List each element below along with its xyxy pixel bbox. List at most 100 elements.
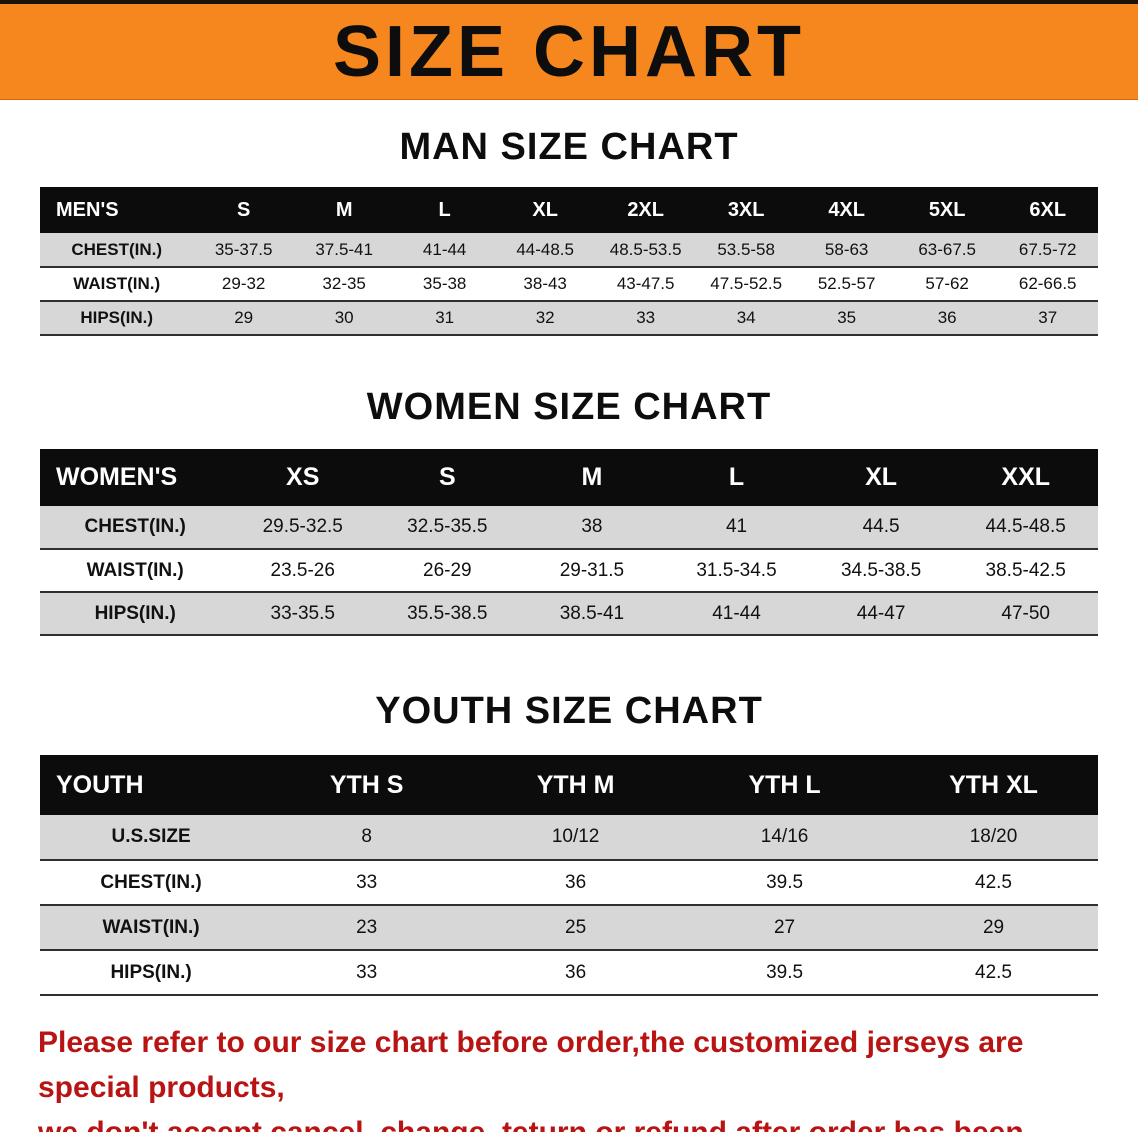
measurement-label: CHEST(IN.) [100, 871, 202, 893]
size-value-cell: 23.5-26 [270, 559, 335, 581]
size-value-cell: 29-31.5 [559, 559, 625, 581]
size-value-cell: 47.5-52.5 [710, 274, 783, 293]
size-value-cell: 30 [334, 308, 354, 327]
size-value-cell: 33-35.5 [270, 602, 335, 624]
men-size-header-xl: XL [494, 187, 596, 233]
youth-size-header-yth-xl: YTH XL [889, 755, 1098, 815]
size-value-cell: 42.5 [975, 871, 1012, 893]
size-value-cell: 34 [736, 308, 756, 327]
measurement-label: CHEST(IN.) [84, 516, 186, 537]
size-value-cell: 29.5-32.5 [262, 516, 343, 537]
men-header-row: MEN'S S M L XL 2XL 3XL 4XL 5XL 6XL [40, 187, 1098, 233]
size-value-cell: 43-47.5 [616, 274, 675, 293]
men-row-waist-in: WAIST(IN.) 29-32 32-35 35-38 38-43 43-47.5 47.… [40, 267, 1098, 301]
measurement-label: WAIST(IN.) [73, 274, 161, 293]
men-size-header-5xl: 5XL [896, 187, 998, 233]
size-value-cell: 44.5-48.5 [985, 516, 1066, 537]
disclaimer-line-1: Please refer to our size chart before or… [38, 1026, 1024, 1104]
size-value-cell: 42.5 [975, 961, 1012, 983]
size-value-cell: 33 [636, 308, 656, 327]
youth-header-row: YOUTH YTH S YTH M YTH L YTH XL [40, 755, 1098, 815]
size-value-cell: 63-67.5 [918, 239, 976, 259]
youth-row-chest-in: CHEST(IN.) 33 36 39.5 42.5 [40, 860, 1098, 905]
women-row-chest-in: CHEST(IN.) 29.5-32.5 32.5-35.5 38 41 44.5 44.5… [40, 506, 1098, 549]
size-value-cell: 25 [565, 916, 587, 938]
youth-section-heading: YOUTH SIZE CHART [375, 690, 763, 732]
size-value-cell: 35-37.5 [214, 239, 273, 259]
size-value-cell: 18/20 [969, 826, 1018, 847]
size-value-cell: 67.5-72 [1018, 239, 1077, 259]
size-value-cell: 38-43 [523, 274, 567, 293]
size-value-cell: 53.5-58 [717, 239, 775, 259]
size-value-cell: 35.5-38.5 [407, 602, 488, 624]
size-value-cell: 36 [565, 871, 587, 893]
women-size-table: WOMEN'S XS S M L XL XXL CHEST(IN.) 29.5-32.5 32.5… [40, 449, 1098, 636]
size-value-cell: 32 [535, 308, 555, 327]
youth-size-table: YOUTH YTH S YTH M YTH L YTH XL U.S.SIZE 8 10/12… [40, 755, 1098, 996]
size-value-cell: 26-29 [423, 559, 472, 581]
banner-title: SIZE CHART [333, 11, 805, 92]
measurement-label: HIPS(IN.) [94, 602, 176, 624]
women-size-section: WOMEN SIZE CHART WOMEN'S XS S M L XL XXL CHEST(I… [0, 386, 1138, 636]
men-row-hips-in: HIPS(IN.) 29 30 31 32 33 34 35 36 37 [40, 301, 1098, 335]
youth-size-header-yth-l: YTH L [680, 755, 890, 815]
men-section-heading: MAN SIZE CHART [399, 126, 739, 168]
men-group-label: MEN'S [40, 187, 194, 233]
measurement-label: WAIST(IN.) [86, 559, 184, 581]
men-size-header-m: M [293, 187, 395, 233]
women-size-header-l: L [664, 449, 809, 506]
men-size-section: MAN SIZE CHART MEN'S S M L XL 2XL 3XL 4XL 5XL 6XL C… [0, 126, 1138, 336]
women-size-header-m: M [519, 449, 665, 506]
size-value-cell: 33 [356, 961, 378, 983]
size-value-cell: 41-44 [422, 239, 467, 259]
size-value-cell: 36 [565, 961, 587, 983]
youth-size-section: YOUTH SIZE CHART YOUTH YTH S YTH M YTH L YTH … [0, 690, 1138, 996]
size-value-cell: 35 [837, 308, 857, 327]
measurement-label: HIPS(IN.) [80, 308, 154, 327]
youth-row-u-s-size: U.S.SIZE 8 10/12 14/16 18/20 [40, 815, 1098, 860]
youth-size-header-yth-m: YTH M [471, 755, 681, 815]
disclaimer-text: Please refer to our size chart before or… [38, 1020, 1100, 1132]
men-size-table: MEN'S S M L XL 2XL 3XL 4XL 5XL 6XL CHEST(IN.) 35-37… [40, 187, 1098, 336]
size-value-cell: 29 [234, 308, 254, 327]
size-value-cell: 35-38 [422, 274, 467, 293]
size-value-cell: 34.5-38.5 [840, 559, 922, 581]
size-value-cell: 38.5-42.5 [985, 559, 1066, 581]
size-value-cell: 8 [361, 826, 372, 847]
size-value-cell: 31.5-34.5 [696, 559, 777, 581]
size-value-cell: 39.5 [766, 871, 804, 893]
youth-row-hips-in: HIPS(IN.) 33 36 39.5 42.5 [40, 950, 1098, 995]
size-value-cell: 44.5 [862, 516, 900, 537]
women-size-header-s: S [375, 449, 520, 506]
disclaimer-line-2: we don't accept cancel, change, teturn o… [38, 1116, 1024, 1132]
size-value-cell: 27 [773, 916, 796, 938]
size-value-cell: 37.5-41 [315, 239, 373, 259]
size-value-cell: 36 [937, 308, 957, 327]
size-value-cell: 29 [982, 916, 1005, 938]
women-size-header-xl: XL [808, 449, 954, 506]
size-value-cell: 57-62 [925, 274, 969, 293]
women-size-header-xxl: XXL [953, 449, 1098, 506]
measurement-label: WAIST(IN.) [102, 916, 200, 938]
measurement-label: HIPS(IN.) [110, 961, 192, 983]
size-value-cell: 31 [435, 308, 455, 327]
size-value-cell: 37 [1038, 308, 1058, 327]
size-value-cell: 41-44 [712, 602, 761, 624]
size-value-cell: 62-66.5 [1018, 274, 1077, 293]
measurement-label: U.S.SIZE [111, 826, 191, 847]
women-section-heading: WOMEN SIZE CHART [366, 386, 772, 428]
size-value-cell: 10/12 [551, 826, 600, 847]
size-value-cell: 44-48.5 [516, 239, 574, 259]
size-value-cell: 38.5-41 [559, 602, 625, 624]
size-value-cell: 58-63 [824, 239, 869, 259]
size-value-cell: 41 [725, 516, 748, 537]
size-chart-banner: SIZE CHART [0, 0, 1138, 100]
men-size-header-2xl: 2XL [595, 187, 696, 233]
size-chart-sections: MAN SIZE CHART MEN'S S M L XL 2XL 3XL 4XL 5XL 6XL C… [0, 126, 1138, 996]
men-size-header-3xl: 3XL [695, 187, 797, 233]
size-value-cell: 29-32 [221, 274, 266, 293]
men-size-header-l: L [394, 187, 495, 233]
men-size-header-6xl: 6XL [997, 187, 1098, 233]
size-value-cell: 32.5-35.5 [407, 516, 488, 537]
